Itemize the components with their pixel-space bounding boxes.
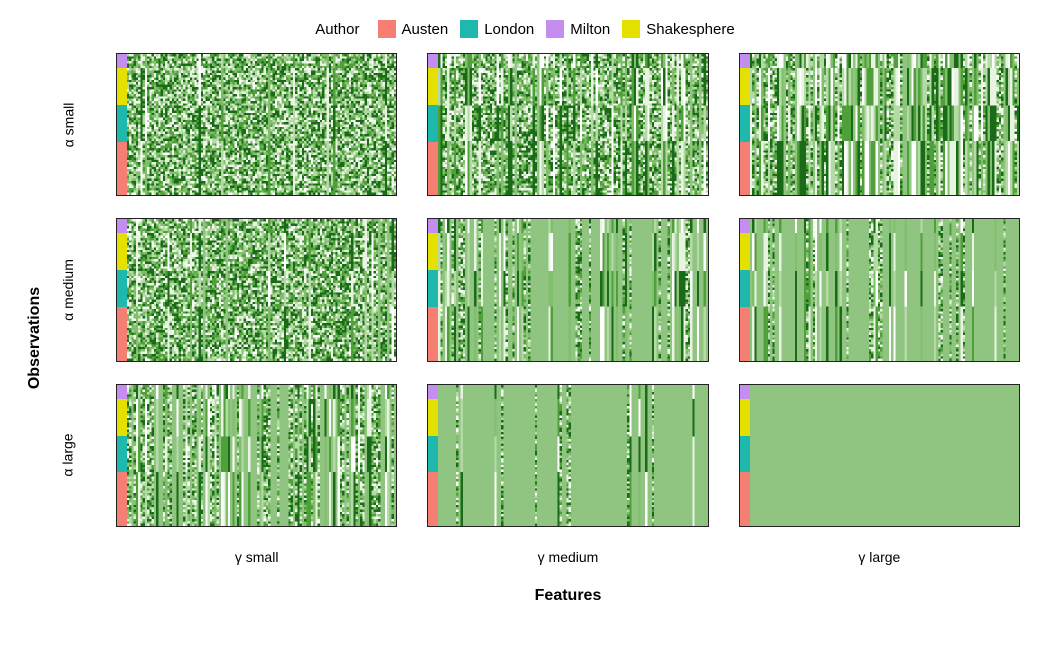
legend-swatch-austen	[378, 20, 396, 38]
author-bar	[428, 385, 438, 526]
author-bar	[117, 54, 127, 195]
author-bar	[740, 219, 750, 360]
row-label-1: α medium	[50, 218, 86, 361]
legend-swatch-milton	[546, 20, 564, 38]
author-bar	[740, 54, 750, 195]
author-bar	[117, 385, 127, 526]
panel-r1c0	[116, 218, 397, 361]
heatmap-canvas	[750, 219, 1019, 360]
panel-r2c2	[739, 384, 1020, 527]
col-label-1: γ medium	[427, 549, 708, 565]
legend: Author Austen London Milton Shakesphere	[20, 20, 1030, 38]
author-bar	[428, 219, 438, 360]
author-bar	[428, 54, 438, 195]
legend-label-austen: Austen	[402, 21, 449, 38]
panel-r1c2	[739, 218, 1020, 361]
legend-item-london: London	[460, 20, 534, 38]
heatmap-canvas	[750, 385, 1019, 526]
row-label-0: α small	[50, 53, 86, 196]
heatmap-canvas	[127, 385, 396, 526]
heatmap-canvas	[750, 54, 1019, 195]
legend-label-shakesphere: Shakesphere	[646, 21, 734, 38]
legend-item-milton: Milton	[546, 20, 610, 38]
legend-label-london: London	[484, 21, 534, 38]
legend-item-austen: Austen	[378, 20, 449, 38]
panel-r0c1	[427, 53, 708, 196]
panel-grid: α small α medium α large	[50, 53, 1020, 623]
col-label-0: γ small	[116, 549, 397, 565]
panel-r2c0	[116, 384, 397, 527]
author-bar	[117, 219, 127, 360]
row-label-2: α large	[50, 384, 86, 527]
legend-swatch-shakesphere	[622, 20, 640, 38]
heatmap-canvas	[127, 54, 396, 195]
x-axis-label: Features	[116, 587, 1020, 623]
panel-r0c0	[116, 53, 397, 196]
heatmap-canvas	[438, 385, 707, 526]
col-label-2: γ large	[739, 549, 1020, 565]
panel-r2c1	[427, 384, 708, 527]
heatmap-canvas	[438, 219, 707, 360]
legend-label-milton: Milton	[570, 21, 610, 38]
heatmap-canvas	[127, 219, 396, 360]
y-axis-label: Observations	[20, 53, 50, 623]
panel-r0c2	[739, 53, 1020, 196]
legend-title: Author	[315, 21, 359, 38]
heatmap-canvas	[438, 54, 707, 195]
author-bar	[740, 385, 750, 526]
panel-r1c1	[427, 218, 708, 361]
legend-item-shakesphere: Shakesphere	[622, 20, 734, 38]
legend-swatch-london	[460, 20, 478, 38]
